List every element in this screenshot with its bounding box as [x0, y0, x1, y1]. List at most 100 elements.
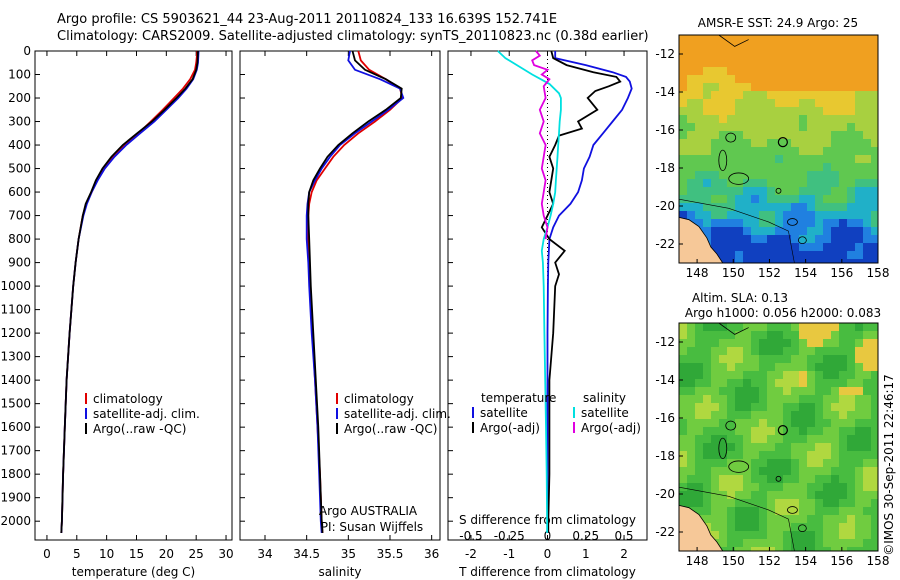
sla-map-cell [799, 363, 807, 371]
sla-map-cell [703, 515, 711, 523]
sla-map-cell [839, 371, 847, 379]
sla-map-cell [743, 331, 751, 339]
sla-map-cell [807, 459, 815, 467]
sla-map-cell [799, 443, 807, 451]
sst-map-cell [775, 147, 783, 155]
sst-map-cell [703, 195, 711, 203]
sst-map-cell [743, 259, 751, 263]
sst-map-cell [727, 115, 735, 123]
sst-map-cell [719, 155, 727, 163]
sla-map-cell [703, 467, 711, 475]
sla-map-cell [679, 395, 687, 403]
sst-map-cell [687, 99, 695, 107]
sla-map-cell [775, 323, 783, 331]
sst-map-cell [751, 227, 759, 235]
sla-map-cell [679, 323, 687, 331]
sla-map-cell [839, 499, 847, 507]
sst-map-cell [719, 211, 727, 219]
sst-map-cell [783, 227, 791, 235]
sst-map-cell [863, 115, 871, 123]
sla-map-cell [839, 403, 847, 411]
sla-map-cell [863, 483, 871, 491]
sla-map-cell [855, 459, 863, 467]
salinity-axis-label: salinity [318, 565, 361, 579]
sst-map-cell [775, 43, 783, 51]
sla-map-cell [719, 339, 727, 347]
sla-map-cell [839, 355, 847, 363]
sst-map-cell [743, 83, 751, 91]
sst-map-cell [799, 219, 807, 227]
sst-map-cell [839, 99, 847, 107]
sst-map-cell [719, 139, 727, 147]
figure-title-line-1: Argo profile: CS 5903621_44 23-Aug-2011 … [57, 12, 558, 27]
sla-map-cell [855, 403, 863, 411]
sst-map-cell [823, 91, 831, 99]
sla-map-cell [767, 331, 775, 339]
sst-map-cell [727, 75, 735, 83]
sla-map-cell [703, 419, 711, 427]
sla-map-cell [783, 515, 791, 523]
sst-map-cell [687, 147, 695, 155]
sla-map-cell [727, 427, 735, 435]
sla-map-cell [719, 323, 727, 331]
sst-map-cell [791, 163, 799, 171]
sst-map-cell [855, 67, 863, 75]
sst-map-cell [823, 51, 831, 59]
sst-map-cell [839, 107, 847, 115]
sla-map-cell [743, 515, 751, 523]
sst-map-cell [847, 243, 855, 251]
sla-map-cell [855, 371, 863, 379]
sla-map-cell [767, 531, 775, 539]
sla-map-lon-label: 148 [686, 554, 709, 568]
sla-map-cell [847, 323, 855, 331]
sla-map-cell [799, 491, 807, 499]
sla-map-cell [695, 379, 703, 387]
sla-map-cell [839, 419, 847, 427]
sst-map-cell [703, 211, 711, 219]
sla-map-cell [759, 523, 767, 531]
sst-map-cell [711, 163, 719, 171]
sst-map-cell [703, 35, 711, 43]
sst-map-cell [695, 139, 703, 147]
sst-map-cell [703, 107, 711, 115]
sla-map-cell [783, 371, 791, 379]
sla-map-cell [823, 347, 831, 355]
temperature-panel-frame [34, 50, 233, 541]
sla-map-cell [695, 435, 703, 443]
sst-map-cell [815, 139, 823, 147]
sst-map-cell [687, 83, 695, 91]
sla-map-cell [871, 411, 878, 419]
sst-map-cell [783, 123, 791, 131]
sla-map-cell [759, 323, 767, 331]
sst-map-cell [711, 187, 719, 195]
sst-map-cell [687, 67, 695, 75]
sst-map-cell [759, 123, 767, 131]
sla-map-cell [775, 515, 783, 523]
sst-map-cell [871, 155, 878, 163]
sst-map-cell [855, 115, 863, 123]
sst-map-cell [775, 99, 783, 107]
sst-map-cell [815, 131, 823, 139]
sla-map-cell [775, 499, 783, 507]
sla-map-cell [703, 443, 711, 451]
sst-map-cell [767, 115, 775, 123]
sla-map-cell [751, 507, 759, 515]
sla-map-cell [751, 475, 759, 483]
sla-map-cell [727, 531, 735, 539]
sst-map-cell [815, 243, 823, 251]
sla-map-cell [831, 491, 839, 499]
sla-map-cell [759, 451, 767, 459]
sst-map-cell [791, 51, 799, 59]
sla-map-cell [855, 451, 863, 459]
sla-map-cell [831, 419, 839, 427]
sla-map-cell [815, 451, 823, 459]
sst-map-cell [823, 243, 831, 251]
sst-map-cell [703, 59, 711, 67]
sst-map-cell [815, 67, 823, 75]
sst-map-cell [775, 211, 783, 219]
sla-map-cell [815, 523, 823, 531]
sst-map-reef [787, 218, 798, 226]
sst-map-cell [863, 235, 871, 243]
sst-map-cell [863, 35, 871, 43]
sst-map-reef [725, 132, 737, 143]
